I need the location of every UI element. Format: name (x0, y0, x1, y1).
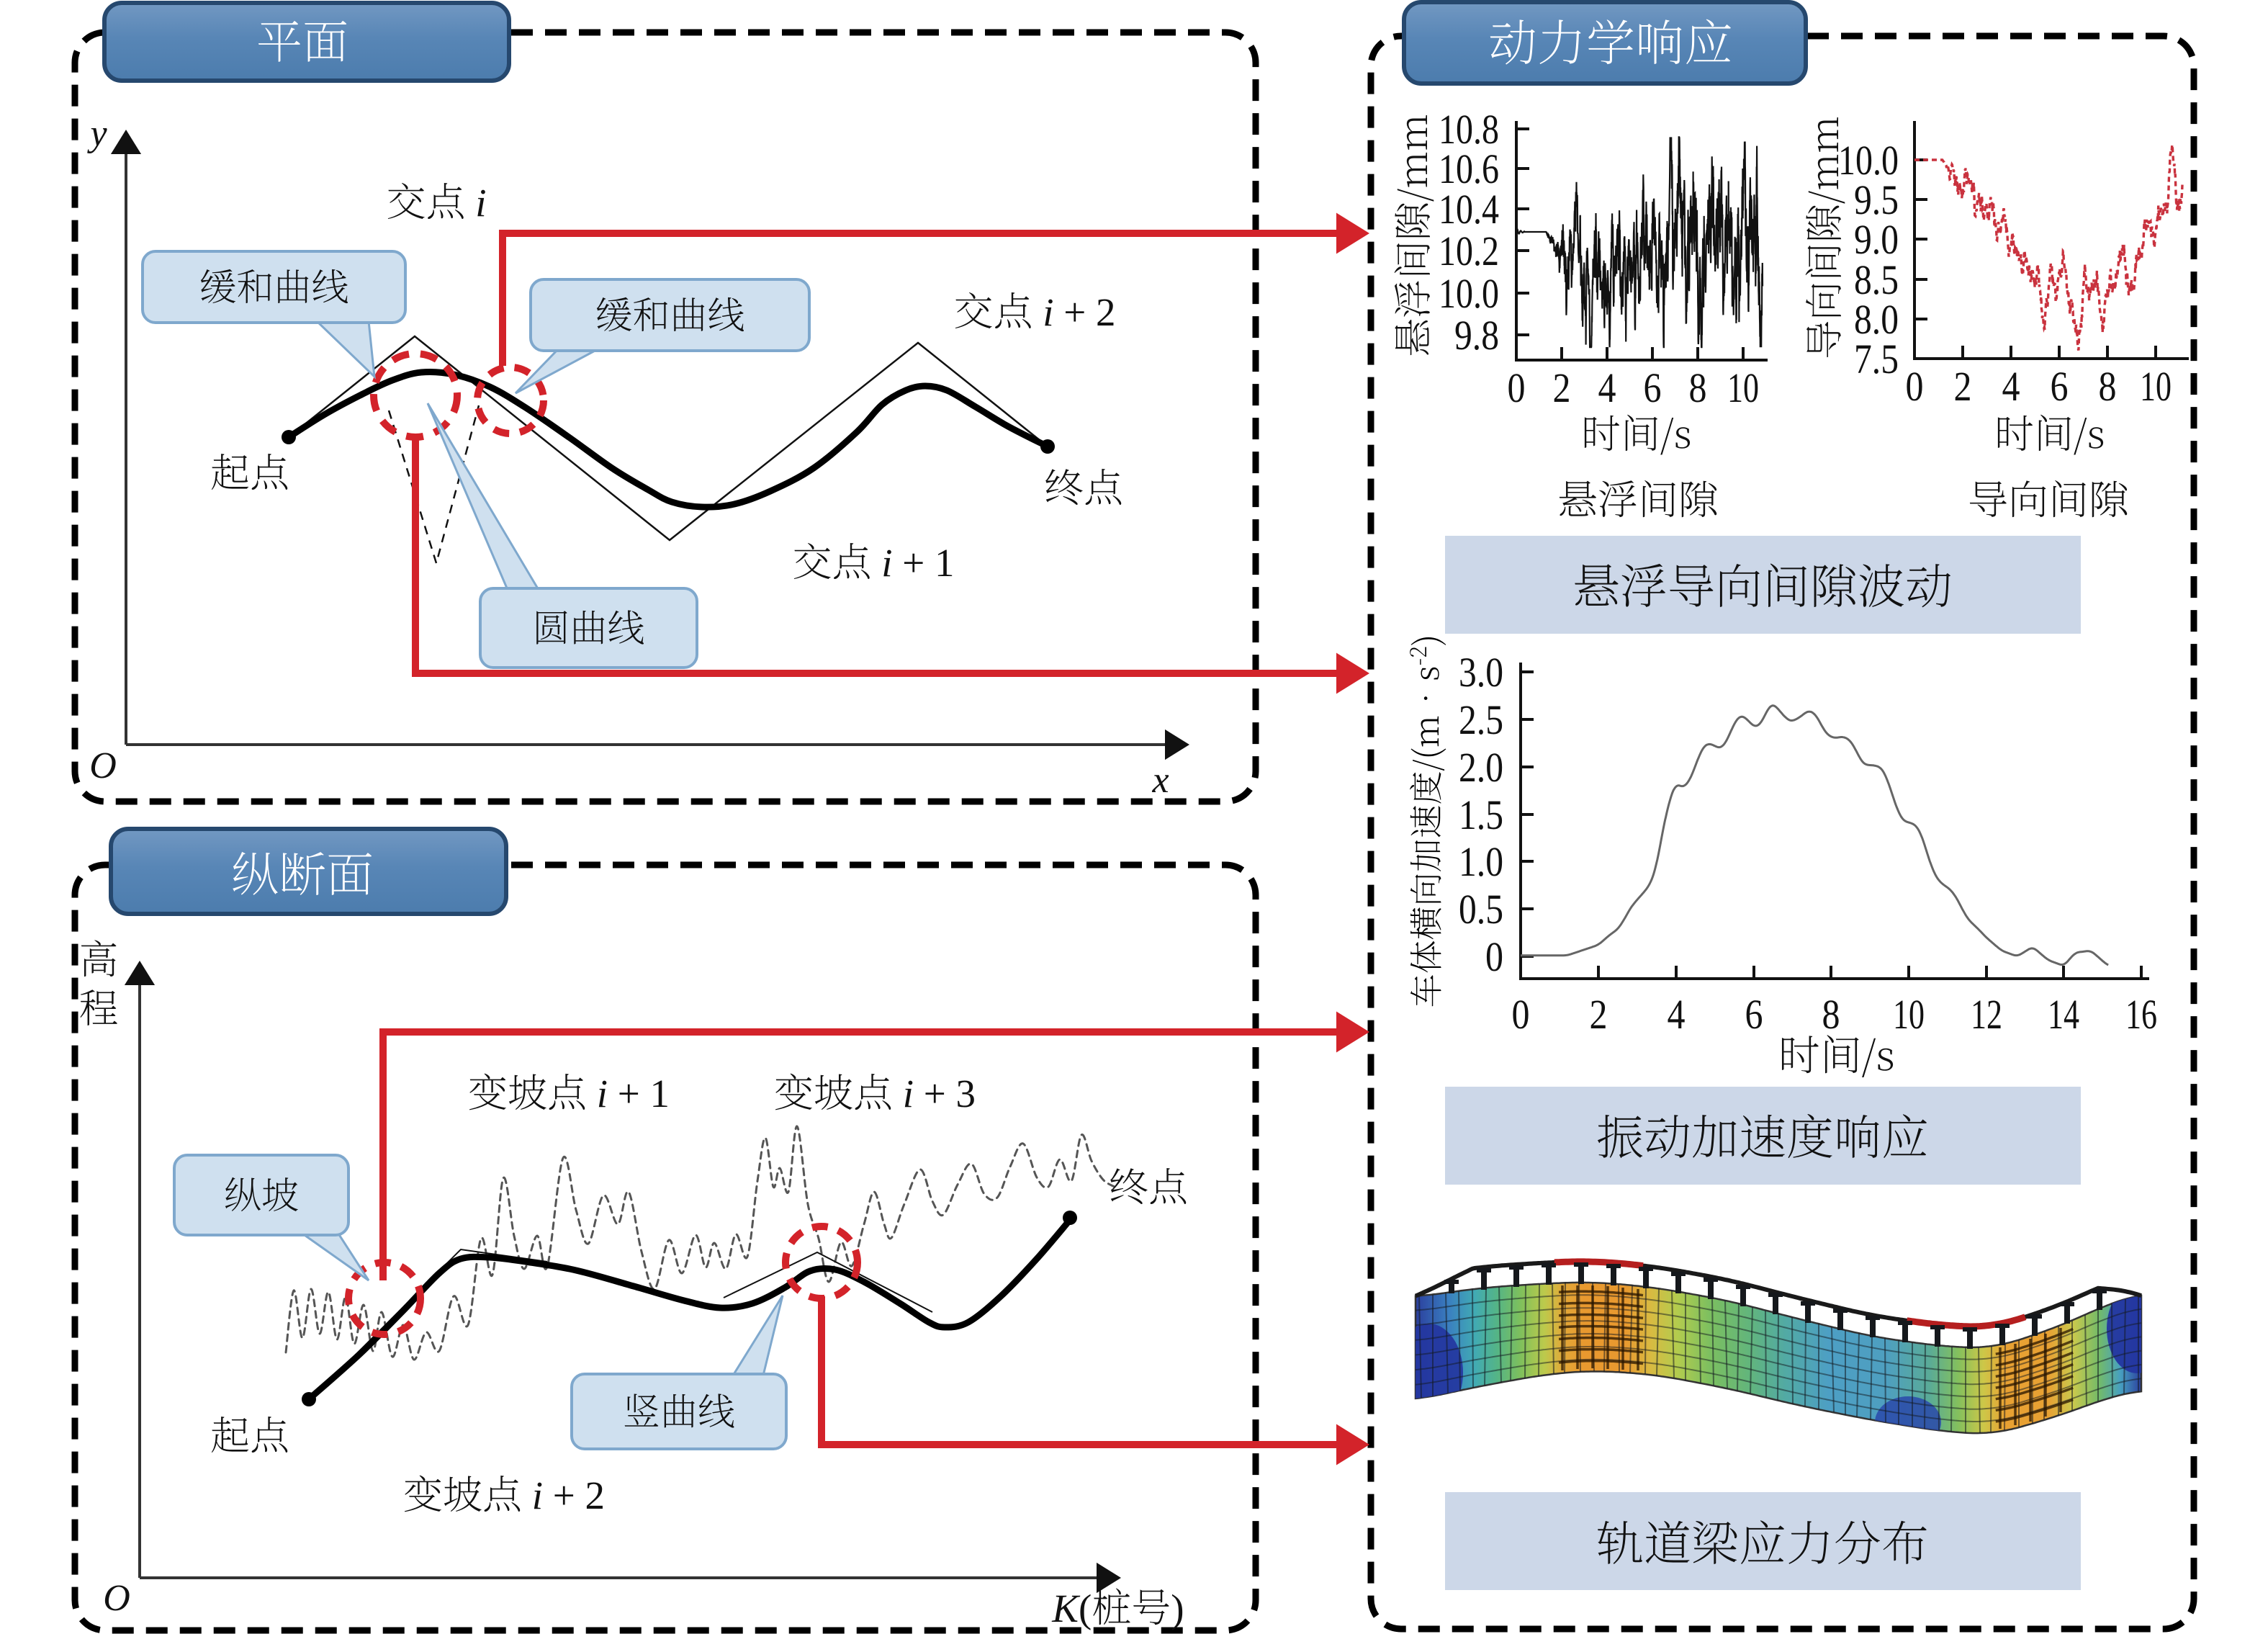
svg-text:i: i (903, 1072, 914, 1115)
svg-text:i: i (1043, 290, 1053, 334)
svg-text:12: 12 (1971, 991, 2002, 1038)
svg-text:9.0: 9.0 (1854, 216, 1899, 263)
svg-text:0: 0 (1485, 933, 1503, 980)
svg-text:10.4: 10.4 (1439, 186, 1499, 233)
svg-text:i: i (475, 181, 486, 225)
svg-text:10: 10 (2140, 363, 2172, 410)
svg-text:8.5: 8.5 (1854, 256, 1899, 303)
svg-text:i: i (532, 1473, 543, 1517)
svg-text:+ 1: + 1 (608, 1072, 670, 1115)
svg-text:+ 3: + 3 (914, 1072, 976, 1115)
svg-text:+ 1: + 1 (893, 541, 955, 585)
svg-text:0: 0 (1512, 991, 1530, 1038)
svg-text:10: 10 (1893, 991, 1925, 1038)
svg-text:10.2: 10.2 (1439, 228, 1499, 274)
svg-text:+ 2: + 2 (543, 1473, 605, 1517)
svg-text:4: 4 (2002, 363, 2020, 410)
svg-text:O: O (89, 745, 117, 786)
svg-text:16: 16 (2125, 991, 2157, 1038)
svg-text:i: i (597, 1072, 608, 1115)
svg-text:10.6: 10.6 (1439, 145, 1499, 192)
svg-text:2.0: 2.0 (1459, 744, 1503, 791)
svg-text:): ) (1171, 1586, 1184, 1630)
svg-text:6: 6 (1644, 364, 1662, 411)
svg-text:x: x (1151, 760, 1169, 801)
svg-text:+ 2: + 2 (1054, 290, 1116, 334)
svg-text:7.5: 7.5 (1854, 336, 1899, 382)
svg-text:10.0: 10.0 (1838, 137, 1899, 184)
svg-text:9.8: 9.8 (1454, 312, 1499, 359)
svg-text:1.5: 1.5 (1459, 791, 1503, 838)
svg-text:0.5: 0.5 (1459, 886, 1503, 933)
svg-text:8: 8 (1822, 991, 1840, 1038)
svg-text:1.0: 1.0 (1459, 838, 1503, 885)
svg-text:(: ( (1079, 1586, 1092, 1630)
svg-text:2: 2 (1954, 363, 1972, 410)
svg-text:10: 10 (1727, 364, 1759, 411)
svg-text:10.8: 10.8 (1439, 106, 1499, 153)
svg-text:6: 6 (1745, 991, 1763, 1038)
svg-text:6: 6 (2051, 363, 2069, 410)
svg-text:9.5: 9.5 (1854, 176, 1899, 223)
svg-text:8: 8 (2099, 363, 2117, 410)
svg-text:O: O (103, 1578, 130, 1619)
svg-text:0: 0 (1906, 363, 1924, 410)
svg-text:4: 4 (1668, 991, 1686, 1038)
svg-text:4: 4 (1598, 364, 1616, 411)
svg-text:8.0: 8.0 (1854, 296, 1899, 343)
svg-text:10.0: 10.0 (1439, 270, 1499, 317)
svg-text:14: 14 (2048, 991, 2079, 1038)
svg-text:2: 2 (1553, 364, 1571, 411)
svg-text:2.5: 2.5 (1459, 696, 1503, 743)
svg-text:2: 2 (1590, 991, 1608, 1038)
svg-text:0: 0 (1508, 364, 1526, 411)
svg-text:i: i (881, 541, 892, 585)
svg-text:y: y (86, 113, 107, 154)
svg-text:3.0: 3.0 (1459, 649, 1503, 696)
svg-text:K: K (1051, 1586, 1081, 1630)
svg-text:8: 8 (1689, 364, 1707, 411)
